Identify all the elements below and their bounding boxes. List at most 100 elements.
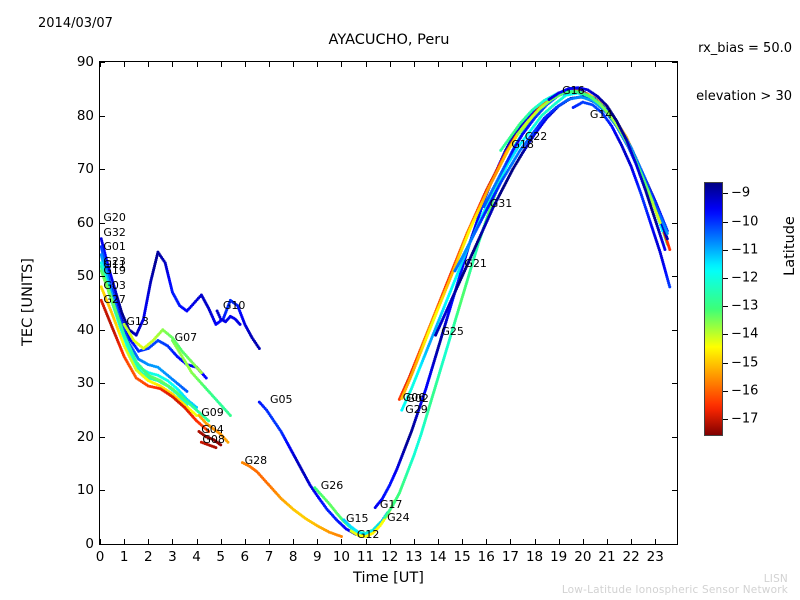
y-axis-tick	[100, 62, 105, 63]
x-axis-tick-label: 0	[95, 549, 105, 565]
y-axis-tick	[100, 115, 105, 117]
x-axis-tick	[341, 62, 343, 67]
satellite-label-g24: G24	[387, 510, 410, 524]
x-axis-tick	[196, 539, 198, 544]
x-axis-tick	[172, 539, 174, 544]
x-axis-tick	[413, 62, 415, 67]
x-axis-tick	[606, 539, 608, 544]
satellite-label-g05: G05	[269, 392, 293, 406]
satellite-label-g07: G07	[174, 331, 198, 345]
x-axis-tick	[413, 539, 415, 544]
x-axis-tick	[486, 539, 488, 544]
colorbar-tick-label: −12	[731, 270, 759, 286]
observation-date-label: 2014/03/07	[38, 16, 113, 31]
x-axis-tick	[341, 539, 343, 544]
satellite-label-g22: G22	[524, 129, 548, 143]
x-axis-tick	[220, 539, 222, 544]
x-axis-tick	[244, 539, 246, 544]
colorbar-tick-label: −16	[731, 383, 759, 399]
satellite-label-g29: G29	[405, 402, 428, 416]
satellite-label-g03: G03	[103, 278, 126, 292]
colorbar-tick-label: −13	[731, 298, 759, 314]
elevation-cutoff-label: elevation > 30	[696, 89, 792, 104]
x-axis-tick	[389, 539, 391, 544]
x-axis-tick-label: 15	[453, 549, 471, 565]
satellite-label-g10: G10	[222, 299, 246, 313]
x-axis-tick	[268, 539, 270, 544]
satellite-label-g25: G25	[441, 325, 464, 339]
x-axis-tick	[268, 62, 270, 67]
y-axis-tick	[100, 276, 105, 278]
satellite-label-g09: G09	[201, 406, 224, 420]
satellite-label-g14: G14	[589, 107, 613, 121]
y-axis-tick	[100, 169, 105, 171]
y-axis-tick	[672, 276, 677, 278]
tec-series-g09	[197, 413, 230, 444]
x-axis-tick	[510, 539, 512, 544]
y-axis-tick	[100, 383, 105, 385]
tec-series-g08	[199, 440, 218, 450]
x-axis-tick	[606, 62, 608, 67]
colorbar-title: Latitude	[782, 216, 798, 276]
y-axis-tick	[672, 62, 677, 63]
plot-metadata-block: rx_bias = 50.0 elevation > 30	[696, 9, 792, 137]
x-axis-tick	[293, 539, 295, 544]
x-axis-tick	[293, 62, 295, 67]
tec-series-canvas	[100, 86, 672, 538]
x-axis-tick-label: 19	[550, 549, 568, 565]
satellite-label-g28: G28	[244, 453, 268, 467]
tec-series-g19	[100, 269, 211, 423]
colorbar-tick	[723, 221, 728, 223]
x-axis-tick	[244, 62, 246, 67]
plot-axes-area: G20 G32 G01 G23 G11 G19 G03 G27 G13 G07 G10 G09 G04 G…	[99, 61, 678, 545]
x-axis-tick-labels: 0 1 2 3 4 5 6 7 8 9 10 11 12 13 14 15 16 17 18 19 20 21 22 23	[96, 549, 678, 569]
x-axis-tick-label: 16	[477, 549, 495, 565]
colorbar-tick-label: −15	[731, 355, 759, 371]
x-axis-tick	[196, 62, 198, 67]
x-axis-tick	[148, 539, 150, 544]
x-axis-tick-label: 14	[429, 549, 447, 565]
x-axis-tick	[100, 539, 101, 544]
rx-bias-label: rx_bias = 50.0	[698, 41, 792, 56]
x-axis-tick	[655, 539, 657, 544]
y-axis-title: TEC [UNITS]	[20, 258, 36, 346]
y-axis-tick	[100, 329, 105, 331]
x-axis-tick-label: 21	[598, 549, 616, 565]
x-axis-tick	[631, 62, 633, 67]
x-axis-title: Time [UT]	[353, 570, 424, 586]
tec-series-g03	[100, 285, 199, 417]
satellite-label-g02: G02	[406, 391, 429, 405]
tec-series-g27	[100, 298, 211, 434]
y-axis-tick-label: 40	[76, 321, 94, 338]
x-axis-tick-label: 12	[381, 549, 399, 565]
x-axis-tick-label: 18	[525, 549, 544, 565]
y-axis-tick-label: 30	[76, 375, 94, 392]
x-axis-tick-label: 8	[288, 549, 298, 565]
y-axis-tick	[100, 436, 105, 438]
x-axis-tick	[558, 539, 560, 544]
x-axis-tick	[317, 62, 319, 67]
colorbar-tick	[723, 306, 728, 308]
y-axis-tick-label: 0	[85, 536, 94, 552]
x-axis-tick	[558, 62, 560, 67]
tec-series-g16	[547, 86, 667, 251]
x-axis-tick	[389, 62, 391, 67]
colorbar-tick	[723, 419, 728, 421]
x-axis-tick	[631, 539, 633, 544]
x-axis-tick	[124, 539, 126, 544]
satellite-label-g13: G13	[126, 314, 149, 328]
x-axis-tick	[582, 62, 584, 67]
x-axis-tick-label: 2	[143, 549, 153, 565]
colorbar-tick-label: −17	[731, 411, 759, 427]
satellite-label-g15: G15	[346, 512, 369, 526]
x-axis-tick	[437, 539, 439, 544]
tec-series-g22	[516, 89, 662, 225]
y-axis-tick-label: 10	[76, 482, 94, 499]
x-axis-tick	[582, 539, 584, 544]
colorbar-tick	[723, 277, 728, 279]
tec-series-g28	[240, 461, 343, 538]
satellite-label-g16: G16	[562, 83, 585, 97]
x-axis-tick	[486, 62, 488, 67]
satellite-label-g31: G31	[489, 197, 513, 211]
